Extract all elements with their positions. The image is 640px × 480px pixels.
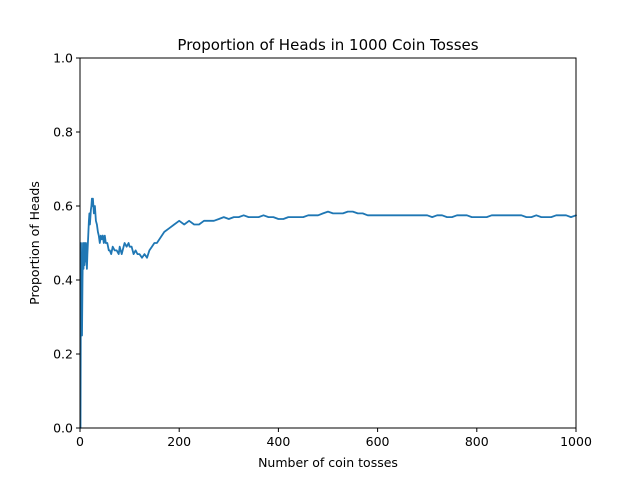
x-tick-label: 200 [167, 434, 191, 449]
x-tick-label: 600 [366, 434, 390, 449]
y-tick-label: 0.4 [53, 273, 73, 288]
y-tick-label: 0.2 [53, 347, 73, 362]
chart-title: Proportion of Heads in 1000 Coin Tosses [177, 36, 478, 54]
x-tick-label: 800 [465, 434, 489, 449]
y-tick-label: 0.0 [53, 421, 73, 436]
series-line-0 [79, 197, 577, 429]
x-tick-label: 0 [76, 434, 84, 449]
x-axis-label: Number of coin tosses [258, 455, 398, 470]
x-tick-label: 400 [266, 434, 290, 449]
plot-frame [79, 57, 577, 429]
y-tick-label: 0.6 [53, 199, 73, 214]
axis-ticks: 0 200 400 600 800 1000 0.0 0.2 0.4 0.6 0.8 1.0 [53, 51, 592, 450]
x-tick-label: 1000 [560, 434, 592, 449]
y-axis-label: Proportion of Heads [27, 181, 42, 305]
y-tick-label: 0.8 [53, 125, 73, 140]
series-layer [79, 197, 577, 429]
y-tick-label: 1.0 [53, 51, 73, 66]
